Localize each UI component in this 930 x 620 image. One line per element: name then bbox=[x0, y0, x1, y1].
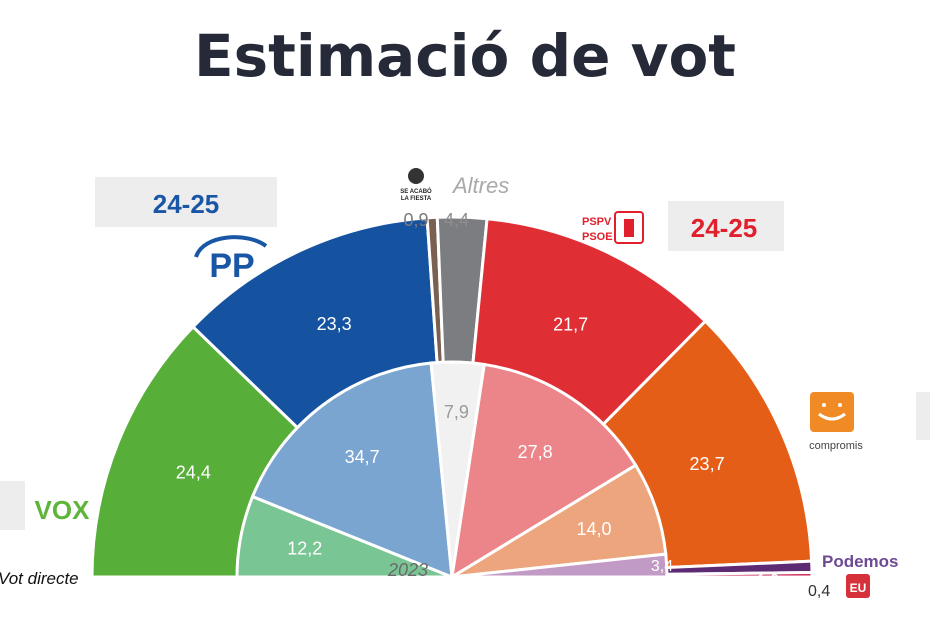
inner-label-comprom-s: 14,0 bbox=[577, 519, 612, 539]
vox-seat-box bbox=[0, 481, 25, 530]
pspv-logo-line2: PSOE bbox=[582, 231, 613, 243]
vot-directe-label: Vot directe bbox=[0, 569, 79, 588]
inner-slice-podemos bbox=[451, 552, 669, 579]
salf-logo-icon: SE ACABÓ LA FIESTA bbox=[400, 168, 432, 202]
chart-title: Estimació de vot bbox=[194, 22, 736, 90]
inner-year-label: 2023 bbox=[387, 560, 428, 580]
inner-label-pp: 34,7 bbox=[345, 447, 380, 467]
inner-label-vox: 12,2 bbox=[287, 538, 322, 558]
inner-label-pspv-psoe: 27,8 bbox=[518, 442, 553, 462]
outer-label-se-acab-la-fiesta: 0,9 bbox=[403, 210, 428, 230]
inner-value-labels: 12,2 34,7 7,9 27,8 14,0 3,4 bbox=[287, 402, 673, 575]
eu-logo-icon: EU bbox=[846, 574, 870, 598]
pp-logo-text: PP bbox=[209, 247, 254, 285]
pp-seat-box bbox=[95, 177, 277, 227]
psoe-seat-box bbox=[668, 201, 784, 251]
inner-label-podemos: 3,4 bbox=[651, 558, 673, 575]
altres-legend-label: Altres bbox=[451, 173, 509, 198]
eu-logo-text: EU bbox=[850, 581, 867, 595]
podemos-legend-label: Podemos bbox=[822, 552, 899, 571]
inner-slice-pp bbox=[250, 361, 454, 580]
pspv-psoe-logo-icon: PSPV PSOE bbox=[582, 211, 644, 244]
compromis-logo-text: compromis bbox=[809, 440, 863, 452]
inner-label-altres: 7,9 bbox=[444, 402, 469, 422]
inner-slice-pspv-psoe bbox=[450, 362, 638, 580]
psoe-seat-estimate: 24-25 bbox=[691, 213, 758, 243]
salf-logo-line1: SE ACABÓ bbox=[400, 187, 432, 195]
pp-logo-icon: PP bbox=[194, 235, 268, 285]
outer-label-eu: 0,4 bbox=[808, 583, 830, 600]
compromis-logo-icon: compromis bbox=[809, 392, 863, 452]
outer-label-podemos: 1,0 bbox=[757, 572, 779, 589]
pp-seat-estimate: 24-25 bbox=[153, 189, 220, 219]
outer-label-comprom-s: 23,7 bbox=[690, 454, 725, 474]
compromis-seat-box bbox=[916, 392, 930, 440]
inner-ring bbox=[235, 360, 669, 580]
vox-logo-text: VOX bbox=[35, 495, 91, 525]
outer-label-pp: 23,3 bbox=[317, 314, 352, 334]
pspv-logo-line1: PSPV bbox=[582, 216, 612, 228]
outer-label-pspv-psoe: 21,7 bbox=[553, 314, 588, 334]
salf-logo-line2: LA FIESTA bbox=[401, 196, 432, 202]
outer-value-labels: 24,4 23,3 0,9 4,4 21,7 23,7 1,0 0,4 bbox=[176, 210, 831, 600]
outer-label-vox: 24,4 bbox=[176, 462, 211, 482]
outer-label-altres: 4,4 bbox=[444, 210, 469, 230]
